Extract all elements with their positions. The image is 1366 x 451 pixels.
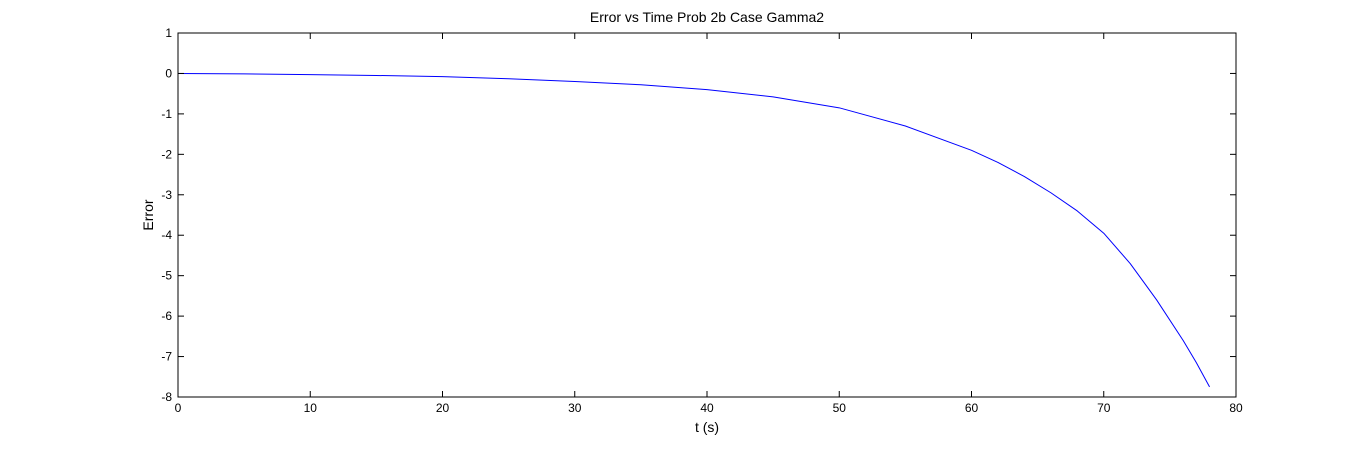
y-tick-label: -8 (161, 390, 172, 404)
series-line (177, 72, 1210, 388)
y-tick-label: 0 (165, 66, 172, 80)
x-tick-label: 70 (1097, 401, 1111, 415)
x-tick-label: 30 (568, 401, 582, 415)
y-tick-label: -7 (161, 350, 172, 364)
chart-title: Error vs Time Prob 2b Case Gamma2 (590, 9, 824, 25)
plot-area (178, 33, 1236, 397)
y-tick-label: -4 (161, 228, 172, 242)
x-tick-label: 0 (175, 401, 182, 415)
y-tick-label: -2 (161, 147, 172, 161)
y-tick-label: 1 (165, 26, 172, 40)
x-tick-label: 60 (965, 401, 979, 415)
x-tick-label: 80 (1229, 401, 1243, 415)
y-tick-label: -1 (161, 107, 172, 121)
y-tick-label: -3 (161, 188, 172, 202)
y-tick-label: -6 (161, 309, 172, 323)
x-tick-label: 10 (304, 401, 318, 415)
x-tick-label: 50 (833, 401, 847, 415)
y-tick-label: -5 (161, 269, 172, 283)
x-axis-title: t (s) (695, 419, 719, 435)
x-tick-label: 40 (700, 401, 714, 415)
y-axis-title: Error (140, 199, 156, 230)
x-tick-label: 20 (436, 401, 450, 415)
